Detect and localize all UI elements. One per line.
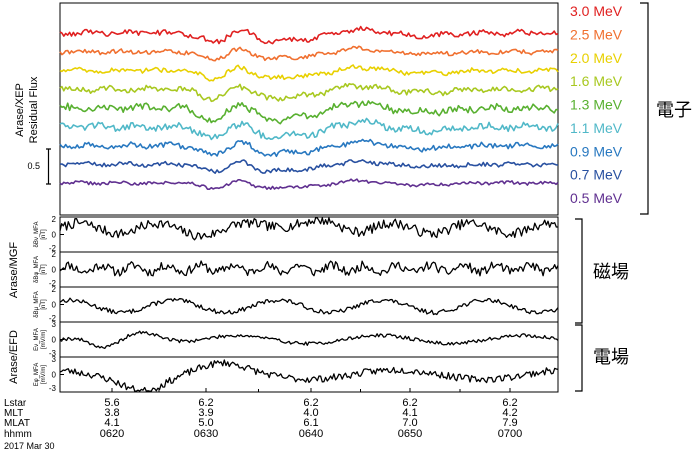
xep-series-line [59,100,559,125]
magnetic-label: 磁場 [593,262,629,282]
x-tick-label-hhmm: 0640 [299,428,323,440]
field-series-line [59,260,559,277]
xep-series-group [59,25,559,190]
row-label-lstar: Lstar [4,398,27,409]
field-series-group [59,217,559,392]
xep-series-line [59,25,559,45]
field-unit-label: [nT] [41,264,47,275]
x-tick-label-mlt: 3.9 [198,407,213,419]
x-tick-label-mlt: 3.8 [104,407,119,419]
x-tick-label-mlat: 4.1 [104,417,119,429]
x-tick-label-mlat: 7.9 [502,417,517,429]
xep-series-label: 2.5 MeV [570,26,623,42]
x-tick-label-hhmm: 0700 [498,428,522,440]
field-series-line [59,217,558,241]
scale-bar [46,148,51,185]
y-tick-label: 2 [52,285,57,294]
y-tick-label: -2 [49,244,57,253]
x-tick-label-lstar: 6.2 [198,397,213,409]
y-tick-label: -3 [49,384,57,393]
x-tick-label-lstar: 6.2 [303,397,318,409]
y-tick-label: -2 [49,314,57,323]
date-label: 2017 Mar 30 [4,441,55,451]
x-tick-label-lstar: 5.6 [104,397,119,409]
xep-series-line [59,117,559,141]
field-unit-label: [nT] [41,229,47,240]
y-tick-label: 3 [52,355,57,364]
electric-bracket [575,324,583,392]
x-tick-label-mlt: 4.2 [502,407,517,419]
xep-series-line [59,178,559,190]
xep-ylabel-line1: Arase/XEP [14,83,26,137]
field-variable-label: δBν_MFA [34,221,40,247]
xep-series-line [59,64,559,82]
xep-series-label: 2.0 MeV [570,50,623,66]
efd-ylabel: Arase/EFD [8,330,20,384]
xep-series-label: 3.0 MeV [570,3,623,19]
y-tick-label: 2 [52,215,57,224]
electron-bracket [640,2,649,215]
x-tick-label-mlat: 5.0 [198,417,213,429]
field-unit-label: [mV/m] [41,365,47,384]
y-tick-label: 0 [52,371,57,380]
field-unit-label: [nT] [41,299,47,310]
field-unit-label: [mV/m] [41,330,47,349]
field-series-line [59,359,559,392]
field-variable-label: Eν_MFA [34,328,40,351]
scale-bar-label: 0.5 [27,161,40,171]
row-label-hhmm: hhmm [4,429,32,440]
y-tick-label: 0 [52,301,57,310]
xep-series-line [59,138,559,158]
x-tick-label-mlat: 6.1 [303,417,318,429]
x-tick-label-lstar: 6.2 [402,397,417,409]
y-tick-label: 0 [52,231,57,240]
xep-panel-frame [59,2,559,216]
x-tick-label-hhmm: 0630 [194,428,218,440]
xep-series-label: 0.7 MeV [570,167,623,183]
xep-series-label: 0.5 MeV [570,190,623,206]
x-tick-label-lstar: 6.2 [502,397,517,409]
xep-series-label: 1.1 MeV [570,120,623,136]
electron-label: 電子 [656,100,692,120]
x-axis-ticks: 5.63.84.106206.23.95.006306.24.06.106406… [100,388,522,440]
field-series-line [59,330,559,350]
y-tick-label: -2 [49,279,57,288]
y-tick-label: 3 [52,320,57,329]
row-label-mlat: MLAT [4,418,30,429]
row-label-mlt: MLT [4,408,23,419]
xep-series-label: 1.3 MeV [570,97,623,113]
y-tick-label: 0 [52,336,57,345]
magnetic-bracket [575,218,583,324]
x-tick-label-mlat: 7.0 [402,417,417,429]
field-variable-label: δBφ_MFA [34,256,40,283]
x-tick-label-hhmm: 0650 [398,428,422,440]
y-tick-label: 2 [52,250,57,259]
xep-series-label: 1.6 MeV [570,73,623,89]
x-tick-label-hhmm: 0620 [100,428,124,440]
y-tick-label: 0 [52,266,57,275]
field-variable-label: Eφ_MFA [34,363,40,387]
field-series-line [59,297,559,316]
electric-label: 電場 [593,347,629,367]
xep-legend-labels: 3.0 MeV 2.5 MeV 2.0 MeV 1.6 MeV 1.3 MeV 1.1 M… [570,3,623,206]
xep-series-label: 0.9 MeV [570,143,623,159]
x-tick-label-mlt: 4.1 [402,407,417,419]
xep-ylabel-line2: Residual Flux [28,76,40,143]
xep-series-line [59,45,559,62]
y-tick-label: -3 [49,349,57,358]
xep-series-line [59,159,559,174]
field-variable-label: δBμ_MFA [34,291,40,317]
mgf-ylabel: Arase/MGF [8,242,20,299]
x-tick-label-mlt: 4.0 [303,407,318,419]
xep-series-line [59,82,559,103]
